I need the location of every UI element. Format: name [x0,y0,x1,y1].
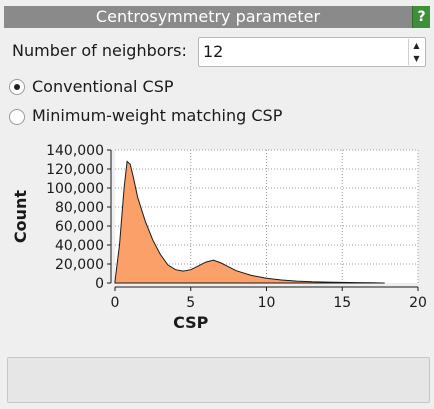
spin-down-icon[interactable]: ▼ [413,54,420,63]
neighbors-value[interactable]: 12 [203,42,224,61]
status-area [7,357,430,403]
x-tick-label: 5 [186,295,195,311]
csp-histogram-svg: 0 20,000 40,000 60,000 80,000 100,000 120,000 1… [11,143,427,332]
spin-buttons: ▲ ▼ [408,39,424,65]
option-conventional-label[interactable]: Conventional CSP [32,77,174,96]
y-tick-label: 140,000 [46,143,104,159]
y-tick-label: 100,000 [46,181,104,197]
y-tick-labels: 0 20,000 40,000 60,000 80,000 100,000 120,000 1… [46,143,104,292]
x-tick-label: 0 [111,295,120,311]
y-tick-label: 60,000 [55,219,104,235]
x-tick-label: 15 [333,295,351,311]
y-tick-label: 80,000 [55,200,104,216]
y-axis-label: Count [11,190,30,244]
x-tick-label: 20 [409,295,427,311]
neighbors-label: Number of neighbors: [12,41,187,60]
radio-conventional[interactable] [9,79,25,95]
y-tick-label: 40,000 [55,238,104,254]
x-tick-labels: 0 5 10 15 20 [111,295,427,311]
y-tick-label: 20,000 [55,257,104,273]
csp-histogram-plot: 0 20,000 40,000 60,000 80,000 100,000 120,000 1… [0,138,434,350]
option-min-weight-label[interactable]: Minimum-weight matching CSP [32,106,283,125]
x-tick-label: 10 [258,295,276,311]
y-tick-label: 120,000 [46,162,104,178]
plot-axes [107,149,419,291]
radio-min-weight[interactable] [9,109,25,125]
neighbors-spinbox[interactable]: 12 ▲ ▼ [198,37,426,67]
x-axis-label: CSP [173,313,209,332]
panel-title: Centrosymmetry parameter [4,6,412,28]
y-tick-label: 0 [95,276,104,292]
histogram-area [114,160,385,284]
spin-up-icon[interactable]: ▲ [413,41,420,50]
radio-selected-dot [14,84,20,90]
help-button[interactable]: ? [412,6,430,28]
